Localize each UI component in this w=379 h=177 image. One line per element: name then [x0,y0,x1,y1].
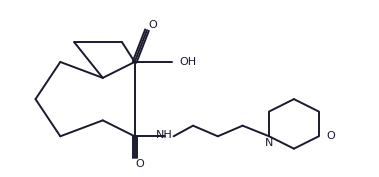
Text: O: O [136,159,144,169]
Text: O: O [326,131,335,141]
Text: O: O [148,20,157,30]
Text: N: N [265,138,273,148]
Text: OH: OH [180,57,197,67]
Text: NH: NH [157,130,173,139]
